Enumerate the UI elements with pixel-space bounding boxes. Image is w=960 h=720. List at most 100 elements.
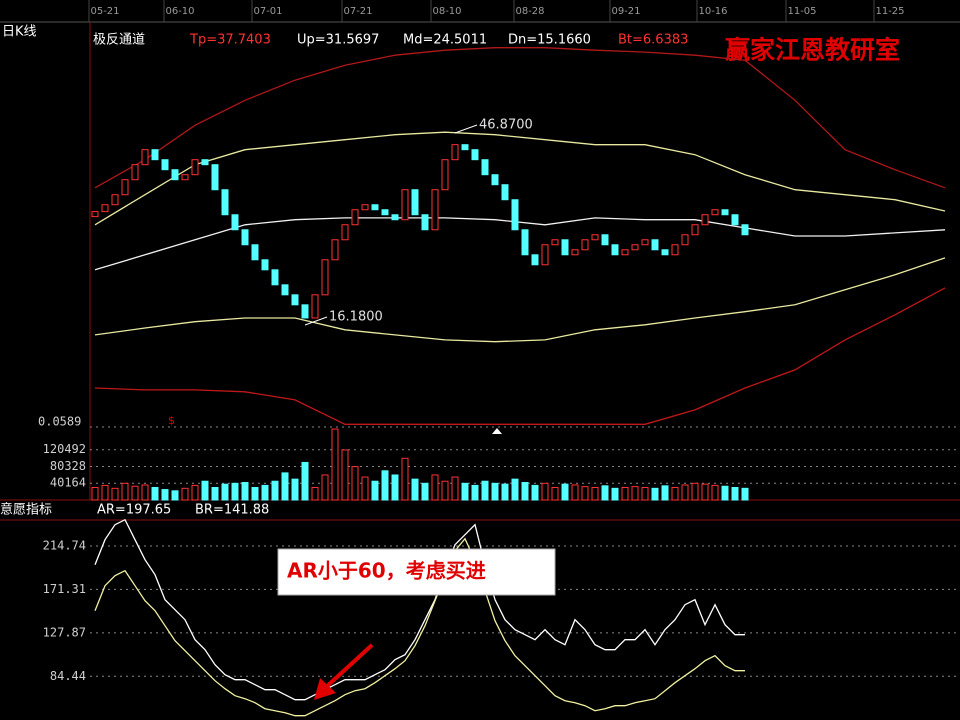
arrow-head <box>314 678 336 700</box>
candle <box>741 224 749 236</box>
volume-bar <box>431 474 439 501</box>
y-tick-label: 214.74 <box>43 538 86 552</box>
series-line <box>94 47 946 189</box>
volume-bar <box>731 486 739 501</box>
candle <box>391 214 399 221</box>
candle <box>181 174 189 181</box>
legend-entry: BR=141.88 <box>195 503 269 518</box>
volume-bar <box>251 486 259 501</box>
volume-bar <box>161 489 169 501</box>
candle <box>551 239 559 246</box>
candle <box>191 159 199 176</box>
volume-bar <box>671 486 679 501</box>
volume-bar <box>541 482 549 501</box>
volume-bar <box>441 480 449 501</box>
x-tick-label: 06-10 <box>165 6 194 17</box>
volume-bar <box>401 457 409 501</box>
volume-bar <box>621 486 629 501</box>
volume-bar <box>91 486 99 501</box>
candle <box>271 269 279 286</box>
volume-bar <box>191 484 199 501</box>
volume-bar <box>471 484 479 501</box>
marker-triangle <box>492 428 502 434</box>
y-tick-label: 171.31 <box>43 582 86 596</box>
candle <box>691 224 699 236</box>
candle <box>561 239 569 256</box>
volume-bar <box>361 476 369 501</box>
x-tick-label: 05-21 <box>90 6 119 17</box>
candle <box>451 144 459 161</box>
candle <box>501 184 509 201</box>
candle <box>461 144 469 151</box>
candle <box>731 214 739 226</box>
volume-bar <box>151 486 159 501</box>
panel-title: 0.0589 <box>38 415 81 429</box>
candle <box>631 244 639 251</box>
y-tick-label: 40164 <box>50 476 86 490</box>
candle <box>201 159 209 166</box>
volume-bar <box>721 485 729 501</box>
annotation-label: 46.8700 <box>479 117 533 132</box>
volume-bar <box>131 485 139 501</box>
volume-bar <box>501 483 509 501</box>
candle <box>721 209 729 216</box>
volume-bar <box>351 466 359 501</box>
candle <box>621 249 629 256</box>
x-tick-label: 07-01 <box>253 6 282 17</box>
candle <box>491 174 499 186</box>
series-line <box>94 287 946 425</box>
candle <box>651 239 659 251</box>
volume-bar <box>371 480 379 501</box>
volume-bar <box>281 472 289 501</box>
candle <box>441 159 449 191</box>
volume-bar <box>141 484 149 501</box>
candle <box>681 234 689 246</box>
candle <box>311 294 319 319</box>
annotation-box <box>277 548 556 596</box>
candle <box>321 259 329 296</box>
volume-bar <box>711 484 719 501</box>
volume-bar <box>111 487 119 501</box>
x-tick-label: 11-25 <box>875 6 904 17</box>
candle <box>601 234 609 246</box>
volume-bar <box>231 482 239 501</box>
legend-entry: Bt=6.6383 <box>618 33 688 48</box>
candle <box>101 204 109 213</box>
candle <box>241 229 249 246</box>
volume-bar <box>391 474 399 501</box>
volume-bar <box>561 483 569 501</box>
volume-bar <box>201 480 209 501</box>
arrow-shaft <box>323 643 374 690</box>
candle <box>291 294 299 306</box>
candle <box>641 239 649 246</box>
candle <box>541 244 549 266</box>
candle <box>351 209 359 226</box>
volume-bar <box>451 476 459 501</box>
volume-bar <box>241 481 249 501</box>
candle <box>281 284 289 296</box>
volume-bar <box>481 480 489 501</box>
candle <box>411 189 419 216</box>
volume-bar <box>301 461 309 501</box>
candle <box>131 164 139 181</box>
y-tick-label: 127.87 <box>43 625 86 639</box>
y-tick-label: 120492 <box>43 442 86 456</box>
candle <box>371 204 379 211</box>
candle <box>431 189 439 231</box>
legend-entry: Md=24.5011 <box>403 33 487 48</box>
candle <box>591 234 599 241</box>
volume-bar <box>601 485 609 501</box>
volume-bar <box>681 484 689 501</box>
candle <box>161 159 169 171</box>
volume-bar <box>611 487 619 501</box>
period-label: 日K线 <box>2 25 37 40</box>
candle <box>251 244 259 261</box>
volume-bar <box>381 470 389 501</box>
candle <box>531 254 539 266</box>
legend-entry: Tp=37.7403 <box>189 33 271 48</box>
indicator-title: 意愿指标 <box>0 502 52 518</box>
x-tick-label: 10-16 <box>698 6 727 17</box>
candle <box>581 239 589 251</box>
